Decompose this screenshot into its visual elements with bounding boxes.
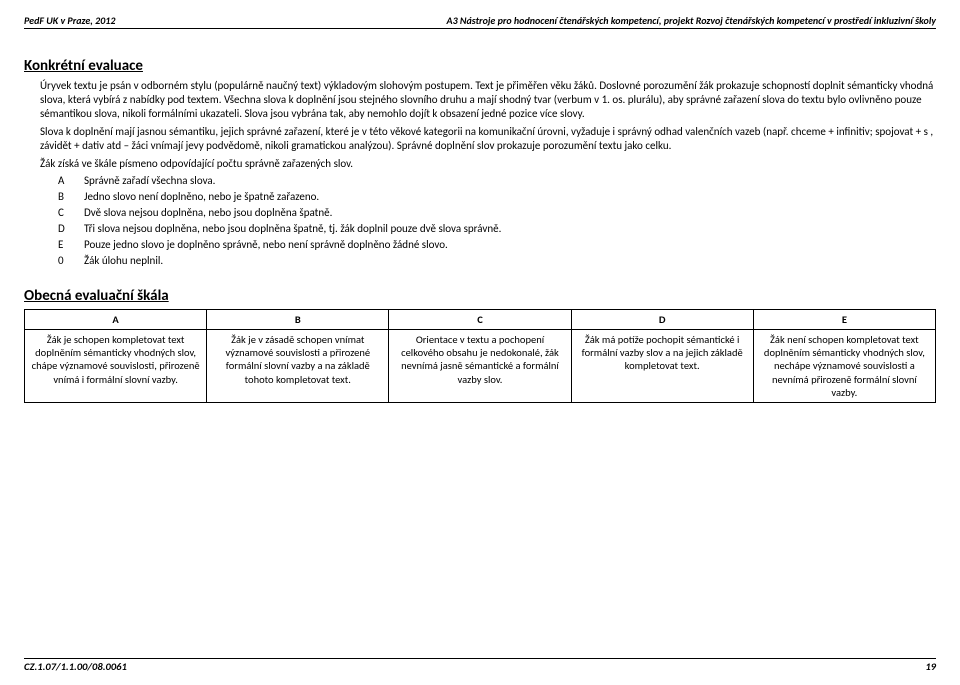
footer-left: CZ.1.07/1.1.00/08.0061 <box>24 660 127 673</box>
scale-row: 0 Žák úlohu neplnil. <box>58 253 936 269</box>
section-title-1: Konkrétní evaluace <box>24 57 936 75</box>
scale-letter: D <box>58 221 84 237</box>
para-3: Žák získá ve škále písmeno odpovídající … <box>40 157 936 171</box>
col-head-e: E <box>753 310 935 330</box>
header-right: A3 Nástroje pro hodnocení čtenářských ko… <box>447 14 936 27</box>
cell-c: Orientace v textu a pochopení celkového … <box>389 330 571 403</box>
scale-row: E Pouze jedno slovo je doplněno správně,… <box>58 237 936 253</box>
cell-b: Žák je v zásadě schopen vnímat významové… <box>207 330 389 403</box>
scale-letter: 0 <box>58 253 84 269</box>
scale-text: Dvě slova nejsou doplněna, nebo jsou dop… <box>84 205 332 221</box>
col-head-b: B <box>207 310 389 330</box>
table-header-row: A B C D E <box>25 310 936 330</box>
scale-text: Pouze jedno slovo je doplněno správně, n… <box>84 237 448 253</box>
para-1: Úryvek textu je psán v odborném stylu (p… <box>40 79 936 121</box>
scale-row: D Tři slova nejsou doplněna, nebo jsou d… <box>58 221 936 237</box>
scale-text: Správně zařadí všechna slova. <box>84 173 215 189</box>
scale-list: A Správně zařadí všechna slova. B Jedno … <box>58 173 936 269</box>
evaluation-table: A B C D E Žák je schopen kompletovat tex… <box>24 309 936 403</box>
page-header: PedF UK v Praze, 2012 A3 Nástroje pro ho… <box>24 14 936 29</box>
scale-text: Žák úlohu neplnil. <box>84 253 163 269</box>
scale-row: B Jedno slovo není doplněno, nebo je špa… <box>58 189 936 205</box>
scale-text: Tři slova nejsou doplněna, nebo jsou dop… <box>84 221 501 237</box>
cell-e: Žák není schopen kompletovat text doplně… <box>753 330 935 403</box>
scale-row: C Dvě slova nejsou doplněna, nebo jsou d… <box>58 205 936 221</box>
section-title-2: Obecná evaluační škála <box>24 287 936 305</box>
footer-page-number: 19 <box>925 660 936 673</box>
scale-text: Jedno slovo není doplněno, nebo je špatn… <box>84 189 319 205</box>
cell-a: Žák je schopen kompletovat text doplnění… <box>25 330 207 403</box>
header-left: PedF UK v Praze, 2012 <box>24 14 115 27</box>
page-footer: CZ.1.07/1.1.00/08.0061 19 <box>24 658 936 673</box>
scale-letter: A <box>58 173 84 189</box>
cell-d: Žák má potíže pochopit sémantické i form… <box>571 330 753 403</box>
scale-row: A Správně zařadí všechna slova. <box>58 173 936 189</box>
scale-letter: B <box>58 189 84 205</box>
table-row: Žák je schopen kompletovat text doplnění… <box>25 330 936 403</box>
col-head-c: C <box>389 310 571 330</box>
scale-letter: E <box>58 237 84 253</box>
col-head-d: D <box>571 310 753 330</box>
col-head-a: A <box>25 310 207 330</box>
para-2: Slova k doplnění mají jasnou sémantiku, … <box>40 125 936 153</box>
scale-letter: C <box>58 205 84 221</box>
